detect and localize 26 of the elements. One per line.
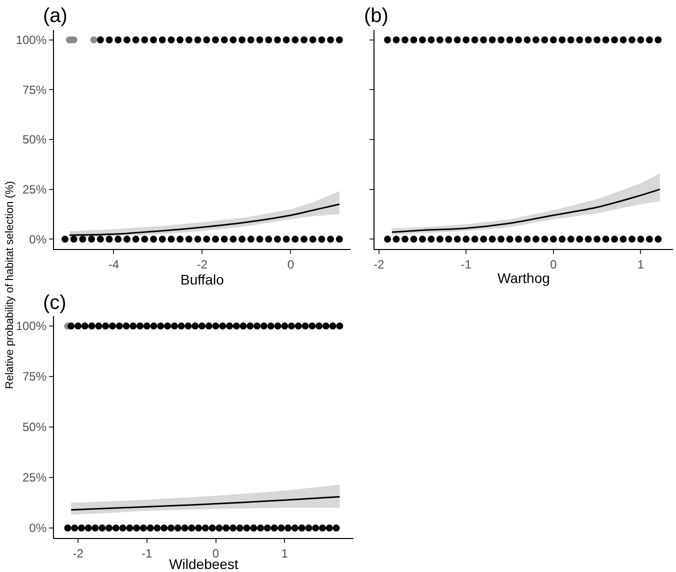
x-axis-title: Buffalo: [180, 272, 224, 288]
x-tick-label: -2: [196, 258, 208, 272]
x-tick-label: -2: [72, 546, 84, 561]
x-tick-label: -1: [460, 258, 472, 272]
chart-title: (b): [364, 5, 388, 27]
x-tick-label: 0: [550, 258, 558, 272]
chart-title: (c): [43, 292, 66, 314]
y-tick-label: 0%: [29, 521, 47, 536]
x-tick-label: -2: [373, 258, 384, 272]
x-axis-title: Warthog: [498, 270, 550, 286]
y-tick-label: 25%: [22, 182, 47, 197]
x-tick-label: -1: [142, 546, 153, 561]
y-tick-label: 50%: [22, 132, 47, 147]
y-tick-label: 25%: [22, 470, 47, 485]
y-tick-label: 100%: [16, 319, 47, 334]
y-axis-title: Relative probability of habitat selection (%): [4, 181, 16, 389]
y-tick-label: 75%: [22, 370, 47, 384]
x-tick-label: 1: [281, 546, 288, 561]
x-tick-label: -4: [108, 258, 120, 272]
y-tick-label: 75%: [22, 82, 47, 97]
x-tick-label: 0: [287, 258, 294, 272]
y-tick-label: 50%: [22, 420, 47, 434]
y-tick-label: 0%: [29, 232, 47, 246]
y-tick-label: 100%: [16, 33, 47, 48]
x-tick-label: 1: [637, 258, 644, 272]
chart-title: (a): [43, 5, 68, 27]
